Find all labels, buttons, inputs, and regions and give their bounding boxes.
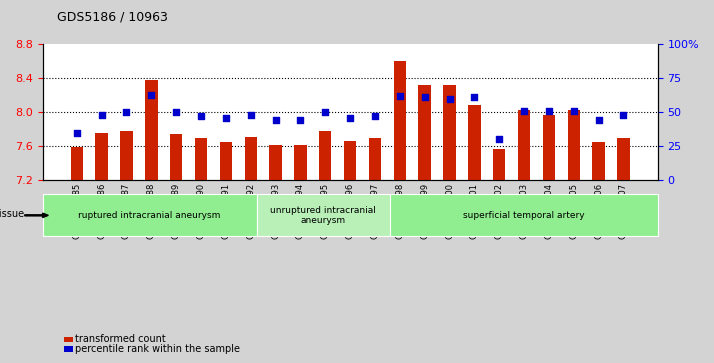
Bar bbox=[418, 85, 431, 180]
Point bbox=[196, 113, 207, 119]
Text: GDS5186 / 10963: GDS5186 / 10963 bbox=[57, 11, 168, 24]
Bar bbox=[170, 134, 182, 180]
Bar bbox=[518, 110, 531, 180]
Point bbox=[220, 115, 231, 121]
Bar bbox=[568, 110, 580, 180]
Point bbox=[344, 115, 356, 121]
Bar bbox=[120, 131, 133, 180]
Point bbox=[245, 112, 256, 118]
Point bbox=[121, 109, 132, 115]
Bar bbox=[220, 142, 232, 180]
Point bbox=[493, 136, 505, 142]
Point bbox=[518, 108, 530, 114]
Point bbox=[444, 96, 456, 102]
Point bbox=[270, 117, 281, 123]
Bar bbox=[543, 115, 555, 180]
Text: ruptured intracranial aneurysm: ruptured intracranial aneurysm bbox=[79, 211, 221, 220]
Point bbox=[394, 93, 406, 99]
Bar bbox=[269, 145, 282, 180]
Bar bbox=[593, 142, 605, 180]
Point bbox=[146, 91, 157, 97]
Point bbox=[71, 130, 83, 135]
Text: unruptured intracranial
aneurysm: unruptured intracranial aneurysm bbox=[271, 206, 376, 225]
Bar bbox=[195, 138, 207, 180]
Bar bbox=[244, 137, 257, 180]
Bar bbox=[344, 141, 356, 180]
Text: percentile rank within the sample: percentile rank within the sample bbox=[75, 344, 240, 354]
Point bbox=[468, 94, 480, 100]
Bar bbox=[368, 138, 381, 180]
Point bbox=[369, 113, 381, 119]
Point bbox=[543, 108, 555, 114]
Bar bbox=[393, 61, 406, 180]
Bar bbox=[294, 145, 306, 180]
Bar bbox=[493, 150, 506, 180]
Bar bbox=[71, 147, 83, 180]
Point bbox=[419, 94, 431, 100]
Point bbox=[171, 109, 182, 115]
Text: superficial temporal artery: superficial temporal artery bbox=[463, 211, 585, 220]
Point bbox=[96, 112, 107, 118]
Point bbox=[295, 117, 306, 123]
Bar bbox=[443, 85, 456, 180]
Point bbox=[593, 117, 604, 123]
Bar bbox=[618, 138, 630, 180]
Text: transformed count: transformed count bbox=[75, 334, 166, 344]
Point bbox=[320, 109, 331, 115]
Point bbox=[618, 112, 629, 118]
Bar bbox=[96, 132, 108, 180]
Bar bbox=[145, 80, 158, 180]
Bar bbox=[468, 105, 481, 180]
Text: tissue: tissue bbox=[0, 208, 25, 219]
Bar bbox=[319, 131, 331, 180]
Point bbox=[568, 108, 580, 114]
